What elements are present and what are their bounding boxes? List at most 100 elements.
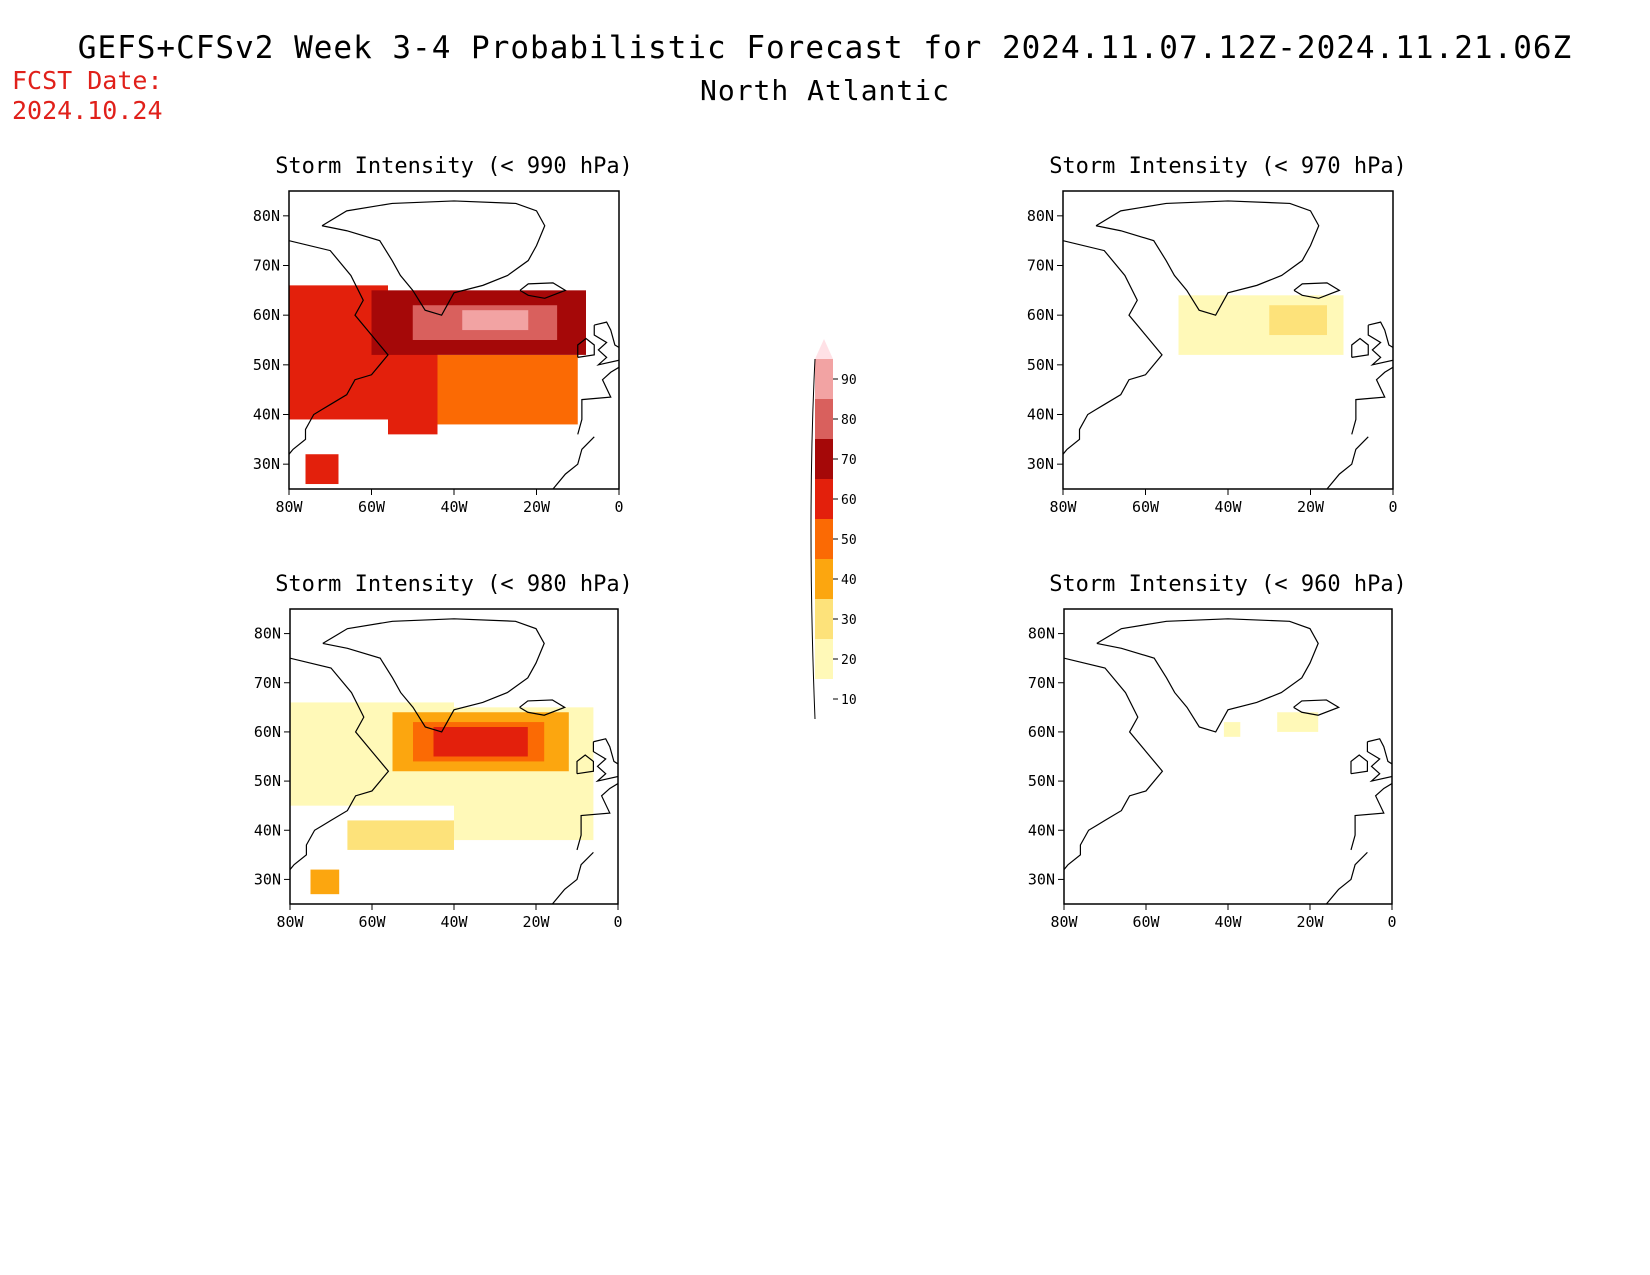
map-panel-2: 80N 70N 60N 50N 40N 30N 80W 60W 40W 20W 0 — [1027, 190, 1398, 516]
coastline — [1351, 337, 1369, 358]
coastline — [1366, 738, 1392, 783]
coastline — [577, 337, 595, 358]
colorbar-swatch — [815, 399, 833, 439]
probability-region — [433, 727, 528, 757]
probability-region — [462, 310, 529, 331]
lon-tick-label: 60W — [358, 498, 386, 516]
lon-tick-label: 40W — [440, 498, 468, 516]
lon-tick-label: 60W — [358, 913, 386, 931]
probability-region — [305, 454, 339, 485]
lat-tick-label: 80N — [254, 625, 281, 643]
colorbar-label: 80 — [841, 413, 857, 428]
lon-tick-label: 40W — [1214, 498, 1242, 516]
coastline — [289, 240, 389, 455]
coastline — [551, 851, 594, 904]
coastline — [577, 366, 619, 435]
panel-title-980: Storm Intensity (< 980 hPa) — [275, 572, 633, 597]
coastline — [1351, 366, 1393, 435]
coastline — [592, 738, 618, 783]
coastline — [290, 657, 390, 870]
lat-tick-label: 80N — [253, 207, 280, 225]
colorbar: 90 80 70 60 50 40 30 20 10 — [810, 339, 857, 720]
lat-tick-label: 60N — [254, 723, 281, 741]
lon-tick-label: 40W — [440, 913, 468, 931]
colorbar-label: 10 — [841, 693, 857, 708]
lat-tick-label: 30N — [254, 870, 281, 888]
colorbar-swatch — [815, 439, 833, 479]
colorbar-swatch — [815, 599, 833, 639]
lat-tick-label: 30N — [253, 455, 280, 473]
coastline — [1325, 851, 1368, 904]
lat-tick-label: 40N — [1027, 406, 1054, 424]
colorbar-swatch — [815, 519, 833, 559]
panel-title-970: Storm Intensity (< 970 hPa) — [1049, 154, 1407, 179]
coastline — [593, 321, 619, 366]
lat-tick-label: 60N — [253, 306, 280, 324]
main-title: GEFS+CFSv2 Week 3-4 Probabilistic Foreca… — [77, 30, 1573, 66]
coastline — [1293, 282, 1341, 299]
lon-tick-label: 60W — [1132, 498, 1160, 516]
coastline — [576, 783, 618, 851]
colorbar-swatch — [815, 559, 833, 599]
lat-tick-label: 50N — [1027, 356, 1054, 374]
lon-tick-label: 20W — [1297, 498, 1325, 516]
coastline — [1350, 754, 1369, 775]
fcst-date-label: FCST Date: — [12, 66, 163, 95]
colorbar-swatch — [815, 479, 833, 519]
lat-tick-label: 80N — [1027, 207, 1054, 225]
map-frame — [1063, 608, 1393, 905]
lon-tick-label: 0 — [614, 498, 623, 516]
map-panel-1: 80N 70N 60N 50N 40N 30N 80W 60W 40W 20W 0 — [254, 608, 623, 931]
lon-tick-label: 20W — [522, 913, 550, 931]
coastline — [552, 436, 595, 489]
coastline — [519, 699, 567, 716]
coastline — [1350, 783, 1392, 851]
coastline — [1064, 657, 1164, 870]
lon-tick-label: 20W — [523, 498, 551, 516]
lon-tick-label: 40W — [1214, 913, 1242, 931]
coastline — [1095, 200, 1320, 316]
lon-tick-label: 80W — [1050, 913, 1078, 931]
lat-tick-label: 50N — [1028, 772, 1055, 790]
lat-tick-label: 50N — [253, 356, 280, 374]
colorbar-label: 20 — [841, 653, 857, 668]
colorbar-swatch — [815, 639, 833, 679]
lat-tick-label: 50N — [254, 772, 281, 790]
lat-tick-label: 70N — [254, 674, 281, 692]
lat-tick-label: 40N — [254, 821, 281, 839]
coastline — [576, 754, 595, 775]
colorbar-label: 60 — [841, 493, 857, 508]
lon-tick-label: 60W — [1132, 913, 1160, 931]
coastline — [1326, 436, 1369, 489]
coastline — [519, 282, 567, 299]
lat-tick-label: 30N — [1028, 870, 1055, 888]
lon-tick-label: 80W — [276, 913, 304, 931]
map-panel-0: 80N 70N 60N 50N 40N 30N 80W 60W 40W 20W 0 — [253, 190, 624, 516]
lat-tick-label: 70N — [1028, 674, 1055, 692]
region-subtitle: North Atlantic — [699, 74, 950, 107]
coastline — [321, 200, 546, 316]
colorbar-label: 90 — [841, 373, 857, 388]
lat-tick-label: 70N — [253, 257, 280, 275]
panel-title-960: Storm Intensity (< 960 hPa) — [1049, 572, 1407, 597]
lat-tick-label: 80N — [1028, 625, 1055, 643]
colorbar-label: 50 — [841, 533, 857, 548]
colorbar-label: 70 — [841, 453, 857, 468]
coastline — [1096, 618, 1319, 733]
coastline — [1367, 321, 1393, 366]
lat-tick-label: 30N — [1027, 455, 1054, 473]
lon-tick-label: 80W — [1049, 498, 1077, 516]
lat-tick-label: 60N — [1028, 723, 1055, 741]
lon-tick-label: 0 — [1387, 913, 1396, 931]
colorbar-label: 30 — [841, 613, 857, 628]
fcst-date-value: 2024.10.24 — [12, 96, 163, 125]
lon-tick-label: 0 — [613, 913, 622, 931]
probability-region — [347, 820, 454, 850]
lon-tick-label: 20W — [1296, 913, 1324, 931]
lat-tick-label: 70N — [1027, 257, 1054, 275]
coastline — [1063, 240, 1163, 455]
probability-region — [310, 869, 340, 895]
panel-title-990: Storm Intensity (< 990 hPa) — [275, 154, 633, 179]
coastline — [1293, 699, 1341, 716]
